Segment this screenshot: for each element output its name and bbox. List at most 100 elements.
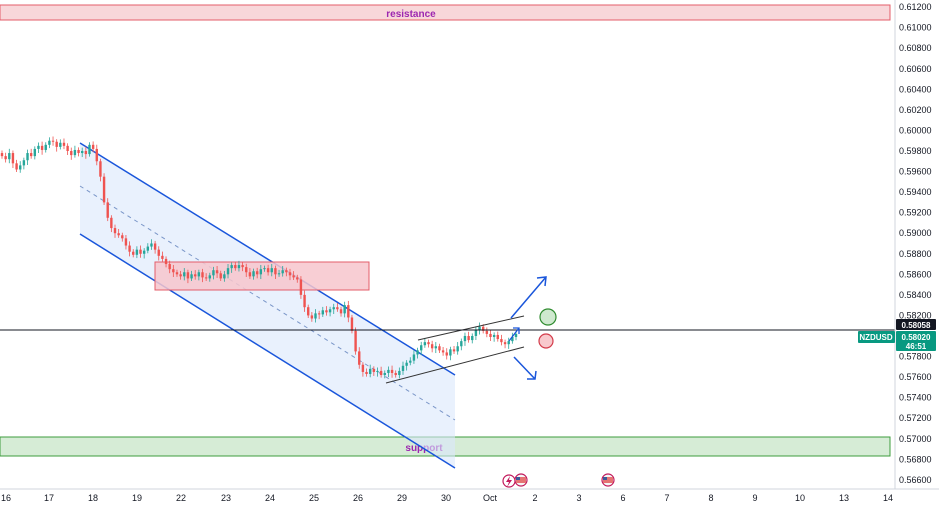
candle-body xyxy=(317,313,321,315)
price-tick-label: 0.57400 xyxy=(899,393,932,403)
candle-body xyxy=(223,274,226,279)
candle-body xyxy=(226,268,230,275)
candle-body xyxy=(332,307,335,310)
candle-body xyxy=(204,277,208,279)
candle-body xyxy=(135,249,139,255)
candle-body xyxy=(183,272,186,277)
time-tick-label: 6 xyxy=(620,493,625,503)
candle-body xyxy=(179,274,182,277)
price-axis[interactable]: 0.61200 0.61000 0.60800 0.60600 0.60400 0.602… xyxy=(899,2,932,485)
candle-body xyxy=(241,265,244,268)
candle-body xyxy=(456,346,459,352)
candle-body xyxy=(481,326,485,331)
time-tick-label: 26 xyxy=(353,493,363,503)
candle-body xyxy=(153,243,157,250)
candle-body xyxy=(168,264,171,270)
candle-body xyxy=(230,265,233,269)
candle-body xyxy=(128,245,131,252)
price-tick-label: 0.59200 xyxy=(899,208,932,218)
countdown-text: 46:51 xyxy=(906,342,927,351)
candle-body xyxy=(376,370,379,372)
time-tick-label: 16 xyxy=(1,493,11,503)
candle-body xyxy=(423,342,427,346)
candle-body xyxy=(66,145,69,151)
candle-body xyxy=(449,349,452,356)
candle-body xyxy=(438,346,441,351)
candle-body xyxy=(106,202,109,218)
bullish-arrow xyxy=(510,276,547,319)
candle-body xyxy=(299,279,303,295)
price-tick-label: 0.61000 xyxy=(899,23,932,33)
price-tick-label: 0.57600 xyxy=(899,372,932,382)
candle-body xyxy=(347,305,350,318)
candle-body xyxy=(441,350,445,353)
resistance-zone-box xyxy=(0,4,891,21)
candle-body xyxy=(234,265,237,269)
candle-body xyxy=(142,250,146,254)
bearish-arrow-shaft xyxy=(513,356,536,380)
candle-body xyxy=(80,150,84,154)
candle-body xyxy=(405,362,408,366)
candle-body xyxy=(445,352,448,356)
event-icons[interactable] xyxy=(502,473,615,488)
candle-body xyxy=(121,235,124,239)
candle-body xyxy=(73,149,77,156)
candle-body xyxy=(175,272,179,275)
current-price-text: 0.58020 xyxy=(902,333,931,342)
candle-body xyxy=(507,341,510,345)
candle-body xyxy=(343,305,346,314)
price-tick-label: 0.60600 xyxy=(899,64,932,74)
time-tick-label: 14 xyxy=(883,493,893,503)
candle-body xyxy=(387,369,390,373)
time-tick-label: 29 xyxy=(397,493,407,503)
candle-body xyxy=(358,351,361,365)
candle-body xyxy=(55,141,58,147)
candle-body xyxy=(434,346,438,349)
entry-arrow-shaft xyxy=(508,327,520,342)
candle-body xyxy=(310,315,314,319)
time-tick-label: 8 xyxy=(708,493,713,503)
bearish-target-circle xyxy=(538,333,554,349)
candle-body xyxy=(37,145,40,149)
time-axis[interactable]: 16 17 18 19 22 23 24 25 26 29 30 Oct 2 3 6 7 8 9 10 13 14 xyxy=(1,493,893,503)
candle-body xyxy=(44,144,47,150)
candle-body xyxy=(474,329,478,336)
time-tick-label: 18 xyxy=(88,493,98,503)
candle-body xyxy=(263,268,266,270)
candle-body xyxy=(29,153,33,157)
candle-body xyxy=(4,156,7,160)
bullish-arrow-shaft xyxy=(510,276,547,319)
price-tick-label: 0.57800 xyxy=(899,352,932,362)
candle-body xyxy=(132,251,135,255)
us-flag-icon-2-canton xyxy=(603,477,607,480)
candle-body xyxy=(390,369,394,373)
candle-body xyxy=(51,140,55,142)
candle-body xyxy=(150,243,153,247)
candle-body xyxy=(471,335,474,341)
candle-body xyxy=(496,334,499,340)
candle-body xyxy=(270,268,273,273)
time-tick-label: 22 xyxy=(176,493,186,503)
candle-body xyxy=(288,272,292,276)
candle-body xyxy=(296,277,299,280)
price-tick-label: 0.58800 xyxy=(899,249,932,259)
level-price-tag-text: 0.58058 xyxy=(902,321,931,330)
candle-body xyxy=(336,307,339,310)
candle-body xyxy=(62,142,66,146)
candle-body xyxy=(15,163,18,170)
resistance-zone: resistance xyxy=(0,4,891,21)
candle-body xyxy=(368,368,372,375)
price-tick-label: 0.60200 xyxy=(899,105,932,115)
time-tick-label: 17 xyxy=(44,493,54,503)
time-tick-label: 19 xyxy=(132,493,142,503)
descending-channel-fill xyxy=(80,143,455,468)
candle-body xyxy=(365,371,368,375)
candle-body xyxy=(208,275,211,279)
candle-body xyxy=(194,274,197,277)
rising-channel-upper-line xyxy=(417,315,525,341)
candle-body xyxy=(99,161,102,177)
time-tick-label: 23 xyxy=(221,493,231,503)
candle-body xyxy=(314,313,317,319)
price-tick-label: 0.58600 xyxy=(899,269,932,279)
